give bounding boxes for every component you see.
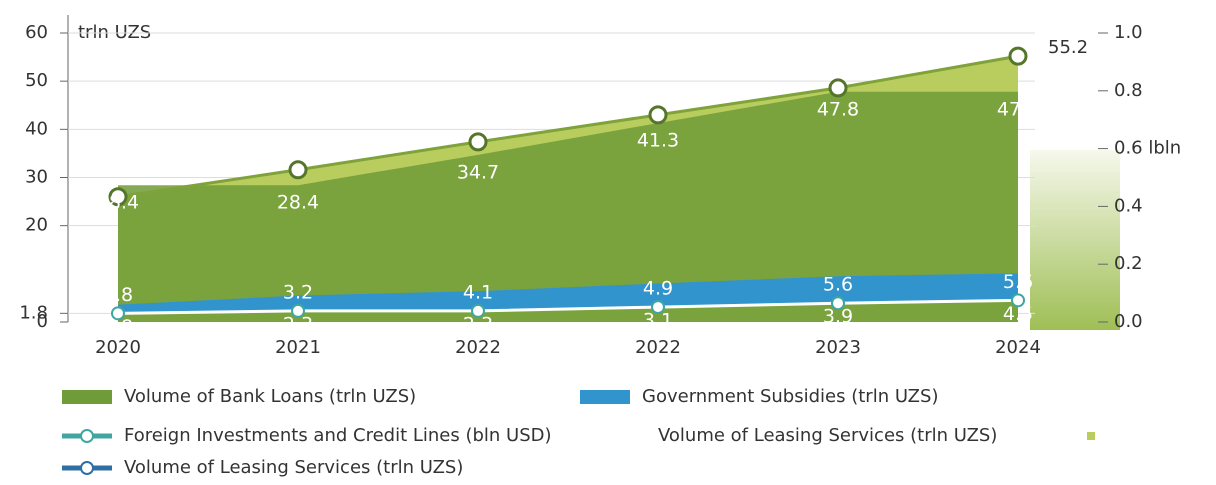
- y2-tick-label: 0.2: [1114, 253, 1143, 274]
- legend-label: Foreign Investments and Credit Lines (bl…: [124, 425, 552, 446]
- y2-tick-label: 0.4: [1114, 195, 1143, 216]
- value-label: 2.3: [283, 313, 313, 335]
- x-tick-label: 2020: [95, 337, 141, 358]
- value-label: 4.5: [1003, 303, 1033, 325]
- value-label: 41.3: [637, 130, 679, 152]
- value-label: 1.8: [103, 284, 133, 306]
- x-tick-label: 2024: [995, 337, 1041, 358]
- legend-label: Volume of Bank Loans (trln UZS): [124, 386, 416, 407]
- field-decoration: [1030, 150, 1120, 330]
- value-label: 47.8: [997, 98, 1039, 120]
- legend-swatch: [580, 390, 630, 404]
- y2-tick-label: 0.0: [1114, 311, 1143, 332]
- value-label: 47.8: [817, 98, 859, 120]
- value-label: 3.2: [283, 281, 313, 303]
- value-label: 1.8: [103, 316, 133, 338]
- value-label: 4.9: [643, 278, 673, 300]
- y-tick-label: 20: [25, 215, 48, 236]
- y-tick-label: 40: [25, 118, 48, 139]
- value-label: 4.1: [463, 281, 493, 303]
- legend-label: Government Subsidies (trln UZS): [642, 386, 938, 407]
- legend-label: Volume of Leasing Services (trln UZS): [658, 425, 997, 446]
- legend-swatch: [81, 430, 93, 442]
- y-tick-label: 30: [25, 167, 48, 188]
- legend-swatch: [81, 462, 93, 474]
- legend-swatch: [62, 390, 112, 404]
- legend-swatch: [1087, 432, 1095, 440]
- y-tick-label: 60: [25, 22, 48, 43]
- x-tick-label: 2022: [635, 337, 681, 358]
- value-label: 55.2: [1048, 37, 1088, 58]
- chart: trln UZS 01.820304050600.00.20.40.6 lbln…: [0, 0, 1216, 481]
- marker: [470, 134, 486, 150]
- y2-tick-label: 0.8: [1114, 80, 1143, 101]
- value-label: 2.3: [463, 313, 493, 335]
- y-tick-label: 1.8: [19, 302, 48, 323]
- value-label: 34.7: [457, 161, 499, 183]
- legend-label: Volume of Leasing Services (trln UZS): [124, 457, 463, 478]
- x-tick-label: 2023: [815, 337, 861, 358]
- y2-tick-label: 1.0: [1114, 22, 1143, 43]
- marker: [1010, 48, 1026, 64]
- marker: [650, 107, 666, 123]
- y2-tick-label: 0.6 lbln: [1114, 138, 1181, 159]
- value-label: 5.6: [1003, 271, 1033, 293]
- x-tick-label: 2021: [275, 337, 321, 358]
- marker: [290, 162, 306, 178]
- value-label: 28.4: [97, 192, 139, 214]
- y-tick-label: 50: [25, 70, 48, 91]
- value-label: 3.9: [823, 306, 853, 328]
- value-label: 28.4: [277, 192, 319, 214]
- value-label: 3.1: [643, 310, 673, 332]
- value-label: 5.6: [823, 274, 853, 296]
- marker: [830, 80, 846, 96]
- x-tick-label: 2022: [455, 337, 501, 358]
